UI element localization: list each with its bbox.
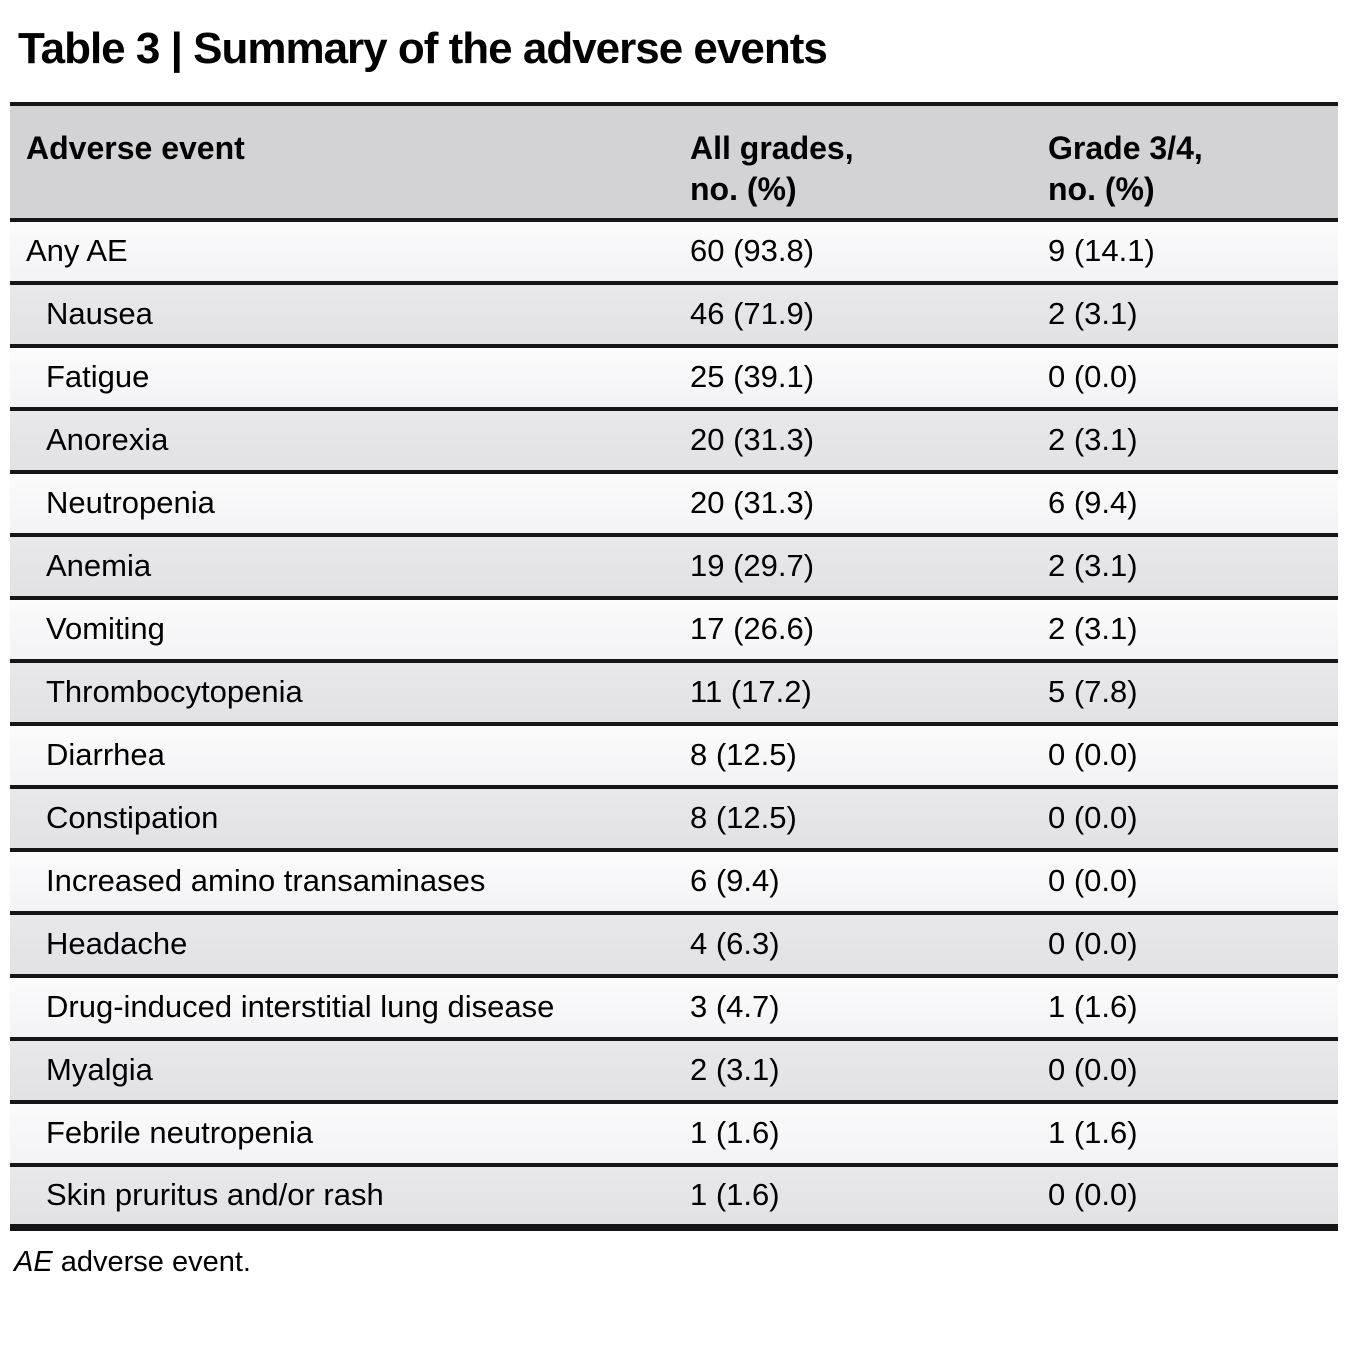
cell-grade-3-4: 1 (1.6) — [1048, 975, 1338, 1041]
table-row: Thrombocytopenia 11 (17.2) 5 (7.8) — [10, 660, 1338, 726]
cell-all-grades: 20 (31.3) — [690, 408, 1048, 474]
table-row: Skin pruritus and/or rash 1 (1.6) 0 (0.0) — [10, 1164, 1338, 1231]
cell-grade-3-4: 0 (0.0) — [1048, 723, 1338, 789]
cell-adverse-event: Skin pruritus and/or rash — [10, 1164, 690, 1231]
table-row: Constipation 8 (12.5) 0 (0.0) — [10, 786, 1338, 852]
cell-adverse-event: Febrile neutropenia — [10, 1101, 690, 1167]
cell-all-grades: 2 (3.1) — [690, 1038, 1048, 1104]
table-row: Nausea 46 (71.9) 2 (3.1) — [10, 282, 1338, 348]
cell-all-grades: 8 (12.5) — [690, 786, 1048, 852]
column-header-adverse-event: Adverse event — [10, 101, 690, 222]
table-row: Myalgia 2 (3.1) 0 (0.0) — [10, 1038, 1338, 1104]
cell-adverse-event: Drug-induced interstitial lung disease — [10, 975, 690, 1041]
table-header-row: Adverse event All grades, no. (%) Grade … — [10, 101, 1338, 222]
table-body: Any AE 60 (93.8) 9 (14.1) Nausea 46 (71.9) 2 … — [10, 219, 1338, 1231]
cell-all-grades: 11 (17.2) — [690, 660, 1048, 726]
table-footnote: AE adverse event. — [14, 1245, 1348, 1280]
cell-adverse-event: Anemia — [10, 534, 690, 600]
cell-all-grades: 46 (71.9) — [690, 282, 1048, 348]
cell-all-grades: 25 (39.1) — [690, 345, 1048, 411]
cell-adverse-event: Diarrhea — [10, 723, 690, 789]
cell-grade-3-4: 0 (0.0) — [1048, 1038, 1338, 1104]
cell-adverse-event: Any AE — [10, 219, 690, 285]
cell-all-grades: 20 (31.3) — [690, 471, 1048, 537]
cell-adverse-event: Headache — [10, 912, 690, 978]
cell-all-grades: 6 (9.4) — [690, 849, 1048, 915]
table-row: Any AE 60 (93.8) 9 (14.1) — [10, 219, 1338, 285]
cell-grade-3-4: 9 (14.1) — [1048, 219, 1338, 285]
adverse-events-table: Adverse event All grades, no. (%) Grade … — [10, 101, 1338, 1231]
cell-all-grades: 60 (93.8) — [690, 219, 1048, 285]
table-row: Vomiting 17 (26.6) 2 (3.1) — [10, 597, 1338, 663]
table-row: Headache 4 (6.3) 0 (0.0) — [10, 912, 1338, 978]
table-row: Increased amino transaminases 6 (9.4) 0 (0… — [10, 849, 1338, 915]
cell-grade-3-4: 1 (1.6) — [1048, 1101, 1338, 1167]
cell-adverse-event: Increased amino transaminases — [10, 849, 690, 915]
table-title: Table 3 | Summary of the adverse events — [18, 24, 828, 73]
cell-all-grades: 3 (4.7) — [690, 975, 1048, 1041]
table-row: Anorexia 20 (31.3) 2 (3.1) — [10, 408, 1338, 474]
cell-adverse-event: Neutropenia — [10, 471, 690, 537]
cell-grade-3-4: 2 (3.1) — [1048, 282, 1338, 348]
cell-adverse-event: Fatigue — [10, 345, 690, 411]
cell-grade-3-4: 2 (3.1) — [1048, 408, 1338, 474]
cell-grade-3-4: 0 (0.0) — [1048, 912, 1338, 978]
footnote-text: adverse event. — [52, 1246, 251, 1278]
cell-all-grades: 19 (29.7) — [690, 534, 1048, 600]
cell-grade-3-4: 0 (0.0) — [1048, 849, 1338, 915]
table-row: Febrile neutropenia 1 (1.6) 1 (1.6) — [10, 1101, 1338, 1167]
table-row: Drug-induced interstitial lung disease 3 … — [10, 975, 1338, 1041]
cell-all-grades: 8 (12.5) — [690, 723, 1048, 789]
column-header-grade-3-4: Grade 3/4, no. (%) — [1048, 101, 1338, 222]
table-row: Diarrhea 8 (12.5) 0 (0.0) — [10, 723, 1338, 789]
column-header-all-grades: All grades, no. (%) — [690, 101, 1048, 222]
cell-all-grades: 17 (26.6) — [690, 597, 1048, 663]
cell-all-grades: 1 (1.6) — [690, 1164, 1048, 1231]
cell-adverse-event: Myalgia — [10, 1038, 690, 1104]
cell-all-grades: 1 (1.6) — [690, 1101, 1048, 1167]
cell-all-grades: 4 (6.3) — [690, 912, 1048, 978]
cell-grade-3-4: 2 (3.1) — [1048, 597, 1338, 663]
table-header: Adverse event All grades, no. (%) Grade … — [10, 101, 1338, 222]
cell-grade-3-4: 0 (0.0) — [1048, 345, 1338, 411]
cell-adverse-event: Nausea — [10, 282, 690, 348]
cell-grade-3-4: 5 (7.8) — [1048, 660, 1338, 726]
cell-grade-3-4: 2 (3.1) — [1048, 534, 1338, 600]
cell-grade-3-4: 0 (0.0) — [1048, 1164, 1338, 1231]
table-row: Neutropenia 20 (31.3) 6 (9.4) — [10, 471, 1338, 537]
cell-adverse-event: Vomiting — [10, 597, 690, 663]
cell-adverse-event: Anorexia — [10, 408, 690, 474]
cell-grade-3-4: 6 (9.4) — [1048, 471, 1338, 537]
footnote-abbreviation: AE — [14, 1246, 53, 1278]
table-row: Fatigue 25 (39.1) 0 (0.0) — [10, 345, 1338, 411]
table-row: Anemia 19 (29.7) 2 (3.1) — [10, 534, 1338, 600]
cell-grade-3-4: 0 (0.0) — [1048, 786, 1338, 852]
cell-adverse-event: Constipation — [10, 786, 690, 852]
cell-adverse-event: Thrombocytopenia — [10, 660, 690, 726]
